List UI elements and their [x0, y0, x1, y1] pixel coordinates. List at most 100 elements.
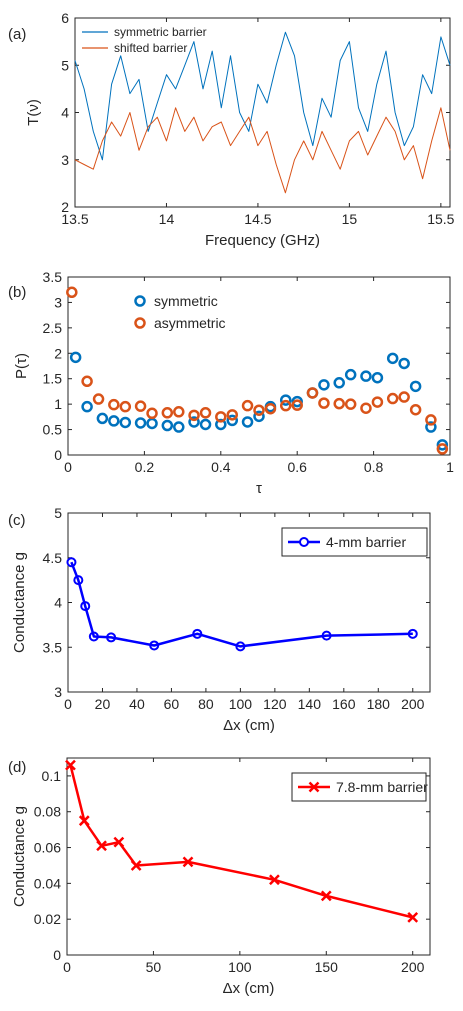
y-tick-label: 3	[61, 152, 69, 168]
data-point	[264, 402, 277, 415]
data-point	[66, 286, 78, 299]
x-axis-label: Δx (cm)	[223, 980, 275, 997]
x-axis-label: Δx (cm)	[223, 717, 275, 734]
panel-label: (d)	[8, 759, 26, 776]
x-tick-label: 200	[401, 696, 425, 712]
data-point	[96, 412, 109, 425]
data-point	[333, 377, 345, 389]
x-tick-label: 100	[229, 696, 253, 712]
data-point	[269, 874, 280, 886]
data-point	[425, 414, 437, 426]
data-point	[134, 417, 147, 429]
series-line	[70, 561, 413, 648]
axes-box	[67, 276, 451, 456]
series-line	[74, 31, 451, 161]
x-tick-label: 0.8	[364, 459, 384, 475]
y-tick-label: 4.5	[43, 550, 63, 566]
data-point	[149, 640, 160, 651]
x-tick-label: 15	[342, 211, 358, 227]
series-symmetric-barrier	[74, 31, 451, 161]
y-tick-label: 1	[54, 396, 62, 412]
y-tick-label: 0	[54, 447, 62, 463]
data-point	[386, 392, 399, 405]
data-point	[371, 371, 384, 384]
data-point	[253, 410, 265, 423]
data-point	[226, 409, 239, 421]
x-tick-label: 60	[164, 696, 180, 712]
y-tick-label: 3	[54, 684, 62, 700]
y-tick-label: 3.5	[43, 639, 63, 655]
legend: symmetric asymmetric	[134, 293, 226, 331]
y-tick-label: 0.04	[34, 875, 61, 891]
data-point	[215, 418, 227, 431]
data-point	[407, 912, 419, 923]
data-point	[360, 370, 372, 382]
x-tick-label: 120	[263, 696, 287, 712]
data-point	[279, 399, 292, 412]
legend-label: 4-mm barrier	[326, 534, 406, 550]
data-point	[182, 856, 194, 868]
data-point	[65, 759, 76, 771]
legend-marker	[299, 537, 309, 547]
data-point	[69, 351, 82, 364]
data-point	[409, 380, 422, 393]
x-axis-label: Frequency (GHz)	[205, 232, 320, 249]
data-point	[386, 352, 399, 365]
x-tick-label: 200	[401, 959, 425, 975]
x-tick-label: 40	[129, 696, 145, 712]
data-point	[320, 890, 332, 902]
y-tick-label: 1.5	[43, 371, 63, 387]
y-tick-label: 0.06	[34, 840, 61, 856]
legend-label: symmetric barrier	[114, 25, 207, 39]
x-tick-label: 14.5	[244, 211, 271, 227]
data-point	[113, 836, 125, 848]
panel-b: (b) 0 0.2 0.4 0.6 0.8 1 0 0.5 1 1.5 2 2.5 3 3.5 τ P(τ) sy…	[8, 269, 454, 497]
x-tick-label: 13.5	[61, 211, 88, 227]
data-point	[199, 407, 212, 419]
x-tick-label: 140	[298, 696, 322, 712]
data-point	[344, 368, 357, 381]
y-axis-label: Conductance g	[11, 806, 28, 907]
y-axis-label: T(ν)	[25, 99, 42, 126]
data-point	[81, 400, 93, 413]
x-tick-label: 0.2	[135, 459, 155, 475]
y-tick-label: 3.5	[43, 269, 63, 285]
data-point	[173, 406, 185, 418]
x-tick-label: 150	[315, 959, 339, 975]
y-tick-label: 0.02	[34, 911, 61, 927]
y-tick-label: 0.1	[42, 768, 62, 784]
y-tick-label: 0.5	[43, 422, 63, 438]
data-point	[134, 400, 147, 412]
data-point	[333, 397, 345, 410]
data-point	[78, 815, 90, 827]
data-point	[108, 415, 120, 427]
series-7.8-mm-barrier	[65, 759, 419, 923]
x-tick-label: 0	[64, 696, 72, 712]
x-tick-label: 160	[332, 696, 356, 712]
panel-d: (d) 0 50 100 150 200 0 0.02 0.04 0.06 0.08 0.1 Δx (c…	[8, 757, 431, 997]
legend-swatch	[134, 317, 146, 329]
data-point	[407, 628, 418, 639]
x-tick-label: 80	[198, 696, 214, 712]
x-tick-label: 50	[146, 959, 162, 975]
x-axis-label: τ	[256, 480, 262, 497]
data-point	[106, 632, 117, 643]
y-tick-label: 5	[61, 57, 69, 73]
data-point	[130, 860, 142, 871]
data-point	[321, 630, 332, 641]
y-tick-label: 0	[53, 947, 61, 963]
panel-label: (c)	[8, 512, 26, 529]
x-tick-label: 15.5	[427, 211, 454, 227]
data-point	[344, 398, 357, 410]
legend-label: 7.8-mm barrier	[336, 779, 428, 795]
data-point	[161, 407, 174, 419]
data-point	[318, 379, 330, 391]
data-point	[241, 416, 254, 428]
data-point	[291, 399, 303, 411]
x-tick-label: 0.6	[287, 459, 307, 475]
data-point	[253, 404, 265, 416]
y-tick-label: 3	[54, 294, 62, 310]
data-point	[215, 411, 227, 423]
data-point	[188, 409, 200, 422]
x-tick-label: 1	[446, 459, 454, 475]
